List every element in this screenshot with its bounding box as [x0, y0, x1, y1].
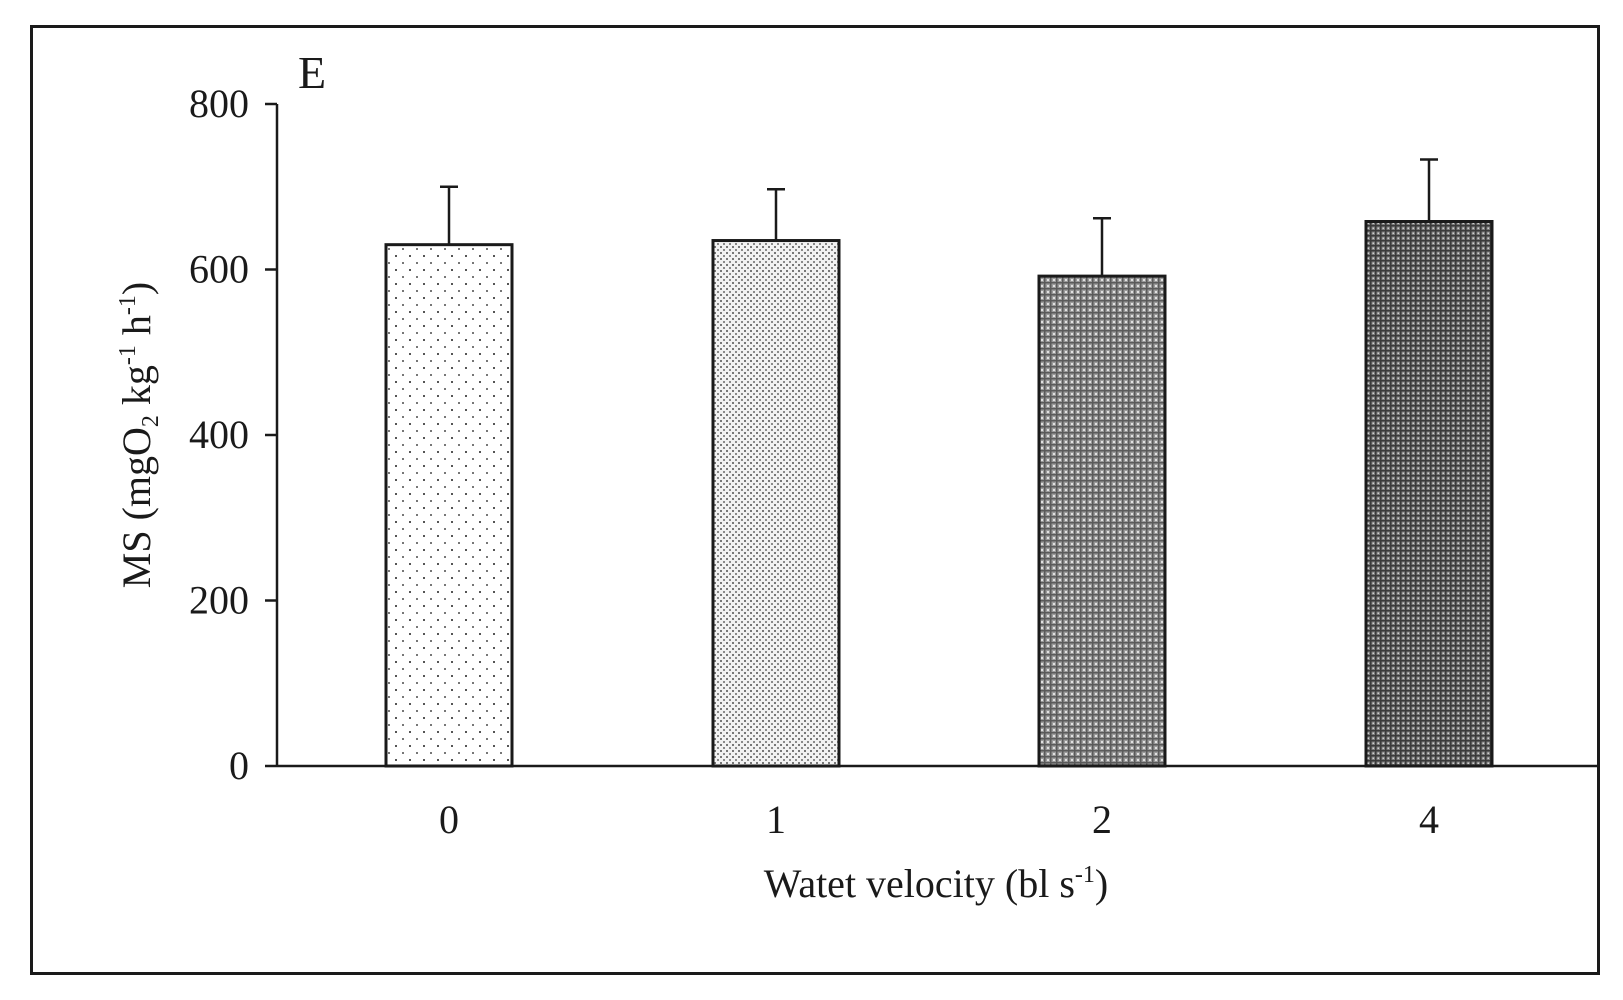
- y-axis-label-part4: ): [114, 282, 159, 295]
- y-tick-label: 400: [189, 412, 249, 457]
- x-axis-label-main: Watet velocity (bl s: [764, 861, 1075, 906]
- x-tick-label: 1: [766, 797, 786, 842]
- y-axis-label-part1: MS (mgO: [114, 427, 159, 588]
- y-axis-label-group: MS (mgO2 kg-1 h-1): [114, 282, 164, 588]
- y-tick-label: 0: [229, 743, 249, 788]
- x-axis-label-sup: -1: [1075, 862, 1095, 888]
- bar-1: [711, 239, 841, 768]
- y-tick-label: 800: [189, 81, 249, 126]
- x-tick-label: 0: [439, 797, 459, 842]
- y-axis-label-sup2: -1: [115, 295, 141, 315]
- y-axis-label: MS (mgO2 kg-1 h-1): [114, 282, 164, 588]
- bar-0: [384, 243, 514, 768]
- x-axis-label: Watet velocity (bl s-1): [764, 861, 1108, 906]
- bar-4: [1364, 220, 1494, 768]
- x-axis-label-close: ): [1095, 861, 1108, 906]
- error-bars: [440, 158, 1438, 277]
- y-ticks: 0 200 400 600 800: [189, 81, 277, 788]
- bar-2: [1037, 274, 1167, 768]
- panel-label: E: [298, 47, 326, 98]
- y-tick-label: 200: [189, 578, 249, 623]
- figure-frame: [30, 25, 1600, 975]
- y-axis-label-part3: h: [114, 315, 159, 345]
- y-tick-label: 600: [189, 247, 249, 292]
- x-tick-label: 4: [1419, 797, 1439, 842]
- x-tick-label: 2: [1092, 797, 1112, 842]
- y-axis-label-sup1: -1: [115, 345, 141, 365]
- y-axis-label-sub: 2: [138, 415, 164, 427]
- y-axis-label-part2: kg: [114, 365, 159, 415]
- x-ticks: 0 1 2 4: [439, 797, 1439, 842]
- bars: [384, 220, 1494, 768]
